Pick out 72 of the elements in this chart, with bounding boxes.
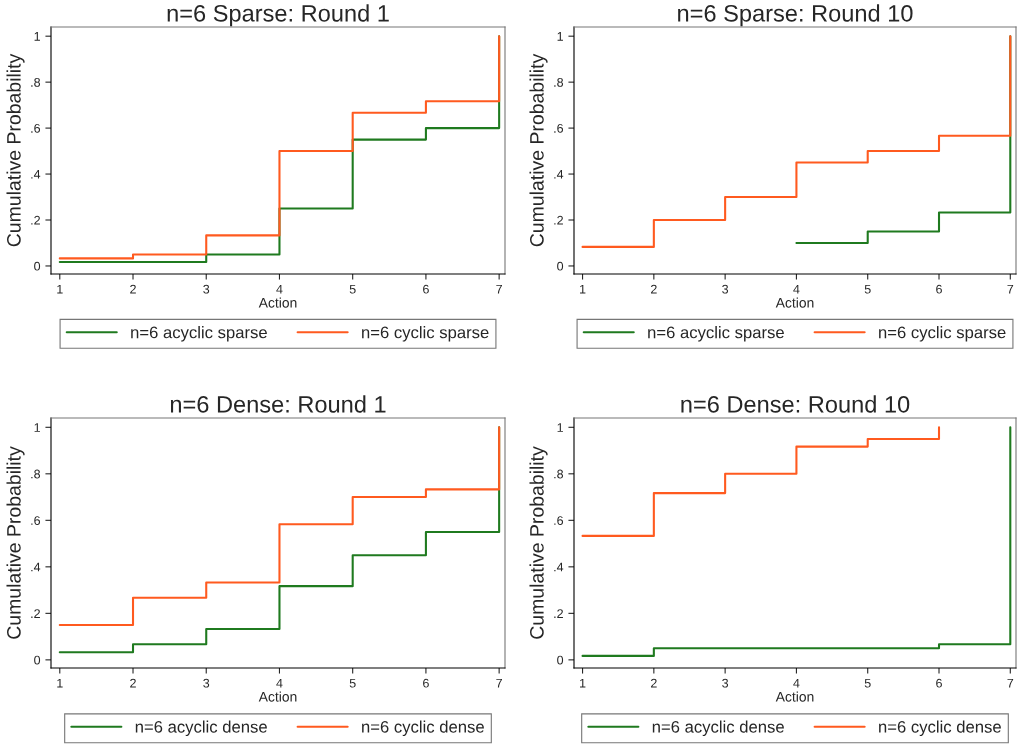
- x-axis-title: Action: [775, 691, 814, 702]
- x-tick-label: 5: [349, 284, 356, 294]
- legend-label: n=6 cyclic dense: [879, 720, 1001, 737]
- legend-label: n=6 acyclic sparse: [131, 326, 267, 342]
- x-tick-label: 2: [651, 284, 657, 294]
- x-tick-label: 6: [423, 678, 429, 688]
- x-tick-label: 6: [423, 284, 429, 294]
- y-axis-title: Cumulative Probability: [529, 53, 548, 247]
- x-tick-label: 2: [651, 678, 657, 688]
- chart-title: n=6 Dense: Round 10: [681, 395, 910, 413]
- chart-title: n=6 Sparse: Round 10: [678, 4, 913, 27]
- y-axis-title: Cumulative Probability: [6, 53, 25, 247]
- x-tick-label: 4: [276, 678, 283, 688]
- x-tick-label: 2: [130, 284, 136, 294]
- y-tick-label: .6: [31, 516, 41, 525]
- x-tick-label: 7: [496, 284, 502, 294]
- y-tick-label: 0: [557, 655, 564, 665]
- y-tick-label: .6: [31, 123, 41, 133]
- x-tick-label: 5: [349, 678, 356, 688]
- chart-title: n=6 Dense: Round 1: [170, 395, 386, 413]
- x-tick-label: 3: [203, 284, 210, 294]
- legend-label: n=6 cyclic sparse: [879, 326, 1006, 342]
- x-tick-label: 3: [203, 678, 210, 688]
- x-tick-label: 3: [722, 284, 729, 294]
- x-tick-label: 4: [793, 284, 800, 294]
- y-tick-label: 0: [557, 261, 564, 271]
- x-tick-label: 1: [57, 284, 63, 294]
- y-tick-label: .4: [31, 169, 41, 179]
- y-tick-label: .2: [554, 609, 563, 618]
- chart-title: n=6 Sparse: Round 1: [167, 4, 389, 27]
- x-tick-label: 7: [496, 678, 502, 688]
- x-tick-label: 6: [936, 284, 942, 294]
- x-tick-label: 7: [1007, 284, 1014, 294]
- y-tick-label: .2: [554, 215, 563, 225]
- x-tick-label: 4: [276, 284, 283, 294]
- legend-label: n=6 acyclic sparse: [648, 326, 784, 342]
- y-tick-label: .4: [31, 562, 41, 572]
- y-tick-label: .4: [554, 169, 564, 179]
- x-tick-label: 1: [580, 284, 586, 294]
- y-axis-title: Cumulative Probability: [6, 446, 25, 639]
- y-tick-label: 0: [34, 655, 41, 665]
- y-tick-label: .8: [31, 469, 41, 479]
- x-tick-label: 1: [57, 678, 63, 688]
- y-tick-label: 1: [34, 32, 40, 41]
- y-tick-label: .8: [554, 77, 564, 87]
- x-tick-label: 4: [793, 678, 800, 688]
- x-tick-label: 5: [864, 284, 871, 294]
- x-tick-label: 7: [1007, 678, 1014, 688]
- y-tick-label: .8: [31, 77, 41, 87]
- y-tick-label: .8: [554, 469, 564, 479]
- y-tick-label: 1: [34, 423, 40, 432]
- x-tick-label: 3: [722, 678, 729, 688]
- legend-label: n=6 acyclic dense: [652, 720, 784, 737]
- y-tick-label: .6: [554, 123, 564, 133]
- x-tick-label: 2: [130, 678, 136, 688]
- legend-label: n=6 cyclic sparse: [362, 326, 489, 342]
- x-tick-label: 6: [936, 678, 942, 688]
- x-tick-label: 5: [864, 678, 871, 688]
- legend-label: n=6 acyclic dense: [135, 720, 267, 737]
- y-axis-title: Cumulative Probability: [529, 446, 548, 639]
- x-tick-label: 1: [580, 678, 586, 688]
- y-tick-label: .6: [554, 516, 564, 525]
- x-axis-title: Action: [258, 691, 297, 702]
- y-tick-label: 0: [34, 261, 41, 271]
- x-axis-title: Action: [258, 297, 297, 308]
- y-tick-label: .2: [31, 609, 40, 618]
- legend-label: n=6 cyclic dense: [362, 720, 484, 737]
- x-axis-title: Action: [775, 297, 814, 308]
- y-tick-label: .2: [31, 215, 40, 225]
- y-tick-label: .4: [554, 562, 564, 572]
- y-tick-label: 1: [557, 32, 563, 41]
- y-tick-label: 1: [557, 423, 563, 432]
